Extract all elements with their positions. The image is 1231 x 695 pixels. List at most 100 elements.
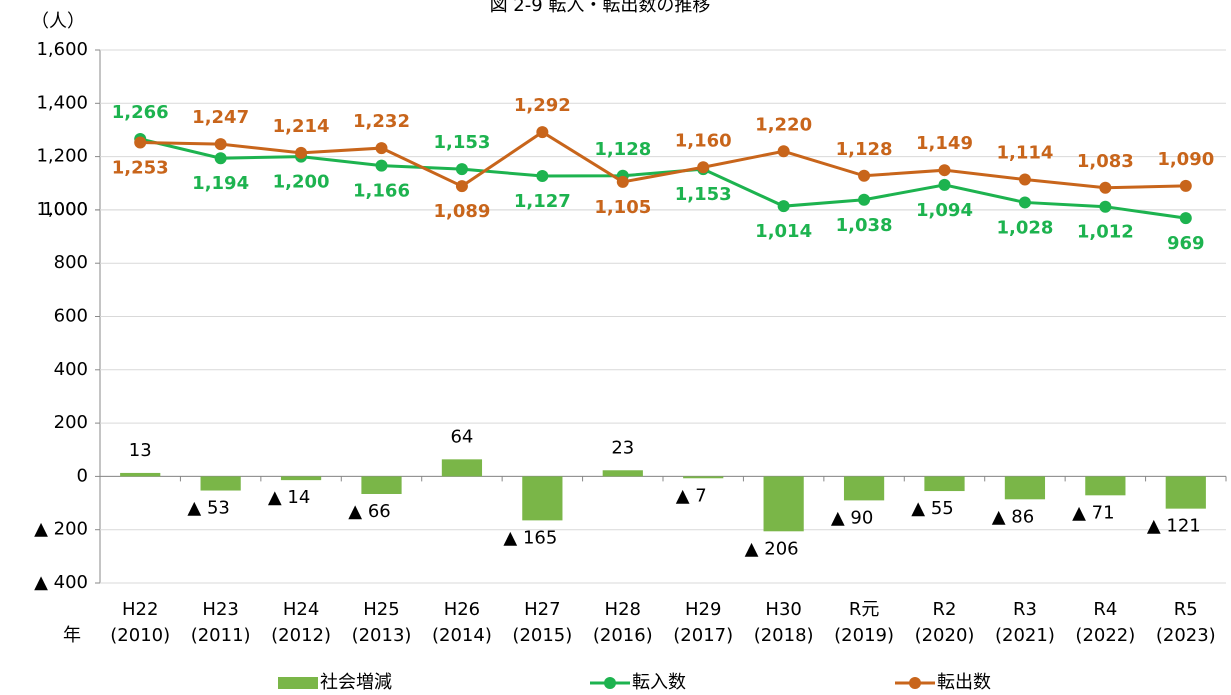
x-tick-label: H22 xyxy=(122,599,158,620)
marker xyxy=(938,178,951,191)
point-label: 1,094 xyxy=(916,200,973,221)
marker xyxy=(697,161,710,174)
bar xyxy=(924,476,965,492)
bar xyxy=(280,476,322,481)
bar-label: ▲ 55 xyxy=(911,498,953,519)
x-tick-label: H25 xyxy=(363,599,399,620)
bar xyxy=(1165,476,1206,509)
legend-swatch xyxy=(278,677,318,689)
x-tick-label: (2015) xyxy=(512,625,572,646)
bar xyxy=(361,476,402,494)
point-label: 1,153 xyxy=(433,132,490,153)
marker xyxy=(455,180,468,193)
legend-label: 転出数 xyxy=(937,672,991,693)
point-label: 1,014 xyxy=(755,221,812,242)
x-tick-label: R5 xyxy=(1174,599,1198,620)
marker xyxy=(134,136,147,149)
marker xyxy=(295,146,308,159)
point-label: 1,253 xyxy=(112,157,169,178)
legend-swatch xyxy=(604,677,616,689)
point-label: 1,166 xyxy=(353,181,410,202)
x-tick-label: (2022) xyxy=(1075,625,1135,646)
bar xyxy=(1085,476,1126,496)
x-tick-label: (2012) xyxy=(271,625,331,646)
x-tick-label: (2014) xyxy=(432,625,492,646)
point-label: 1,266 xyxy=(112,102,169,123)
point-label: 1,127 xyxy=(514,191,571,212)
marker xyxy=(858,193,871,206)
y-tick-label: 400 xyxy=(54,359,88,380)
point-label: 1,214 xyxy=(273,116,330,137)
point-label: 1,160 xyxy=(675,130,732,151)
point-label: 1,028 xyxy=(996,217,1053,238)
line xyxy=(140,130,1186,190)
marker xyxy=(1099,200,1112,213)
y-tick-label: 1,000 xyxy=(36,199,88,220)
marker xyxy=(214,138,227,151)
marker xyxy=(455,163,468,176)
x-tick-label: R2 xyxy=(933,599,957,620)
marker xyxy=(536,126,549,139)
marker xyxy=(1099,181,1112,194)
marker xyxy=(616,175,629,188)
x-tick-label: (2018) xyxy=(754,625,814,646)
bar xyxy=(522,476,563,521)
marker xyxy=(777,145,790,158)
x-tick-label: H30 xyxy=(765,599,801,620)
point-label: 1,090 xyxy=(1157,149,1214,170)
point-label: 1,232 xyxy=(353,111,410,132)
marker xyxy=(1179,212,1192,225)
point-label: 1,292 xyxy=(514,95,571,116)
bar-label: 23 xyxy=(611,437,634,458)
point-label: 1,128 xyxy=(594,139,651,160)
bar xyxy=(602,470,643,477)
bar-label: ▲ 165 xyxy=(503,527,557,548)
marker xyxy=(214,152,227,165)
y-tick-label: 1,200 xyxy=(36,146,88,167)
x-tick-label: H29 xyxy=(685,599,721,620)
bar xyxy=(441,459,483,477)
point-label: 1,105 xyxy=(594,197,651,218)
bar xyxy=(683,476,724,479)
x-tick-label: H27 xyxy=(524,599,560,620)
bar xyxy=(120,472,161,477)
bar-label: 64 xyxy=(450,426,473,447)
marker xyxy=(375,159,388,172)
legend-swatch xyxy=(909,677,921,689)
y-tick-label: ▲ 200 xyxy=(34,519,88,540)
bar-label: ▲ 86 xyxy=(992,506,1034,527)
bar-label: ▲ 121 xyxy=(1147,516,1201,537)
marker xyxy=(938,164,951,177)
bar-label: ▲ 206 xyxy=(745,538,799,559)
point-label: 1,153 xyxy=(675,184,732,205)
bar-label: ▲ 90 xyxy=(831,507,873,528)
point-label: 1,012 xyxy=(1077,222,1134,243)
point-label: 1,194 xyxy=(192,173,249,194)
legend-label: 転入数 xyxy=(632,672,686,693)
bar xyxy=(843,476,885,501)
bar xyxy=(1004,476,1046,500)
bar-label: ▲ 14 xyxy=(268,487,310,508)
x-tick-label: (2023) xyxy=(1156,625,1216,646)
x-tick-label: (2013) xyxy=(352,625,412,646)
point-label: 1,089 xyxy=(433,201,490,222)
y-tick-label: 800 xyxy=(54,252,88,273)
point-label: 1,200 xyxy=(273,172,330,193)
point-label: 1,220 xyxy=(755,114,812,135)
point-label: 1,149 xyxy=(916,133,973,154)
marker xyxy=(858,169,871,182)
y-tick-label: ▲ 400 xyxy=(34,572,88,593)
x-tick-label: (2017) xyxy=(673,625,733,646)
point-label: 1,038 xyxy=(836,215,893,236)
x-tick-label: (2021) xyxy=(995,625,1055,646)
x-tick-label: H24 xyxy=(283,599,319,620)
y-tick-label: 200 xyxy=(54,412,88,433)
bar-label: 13 xyxy=(129,440,152,461)
y-tick-label: 0 xyxy=(77,465,88,486)
bar-label: ▲ 53 xyxy=(187,498,229,519)
bar-label: ▲ 66 xyxy=(348,501,390,522)
marker xyxy=(536,170,549,183)
bar-label: ▲ 71 xyxy=(1072,502,1114,523)
x-tick-label: H26 xyxy=(444,599,480,620)
chart-title: 図 2-9 転入・転出数の推移 xyxy=(490,0,711,16)
